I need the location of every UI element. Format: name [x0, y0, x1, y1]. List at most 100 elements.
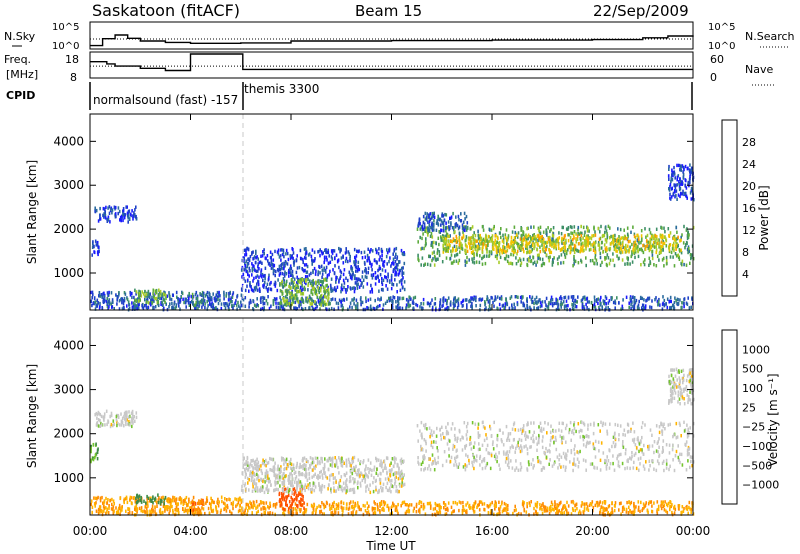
power-cell [231, 295, 234, 299]
power-cell [660, 225, 662, 230]
velocity-cell [567, 504, 570, 508]
power-cell [548, 240, 551, 244]
power-cell [232, 306, 234, 310]
power-cell [544, 250, 546, 254]
power-cell [461, 246, 463, 250]
power-cell [371, 276, 374, 280]
power-cell [392, 300, 394, 304]
power-cell [326, 289, 329, 293]
velocity-cell [188, 497, 190, 501]
power-cell [454, 248, 457, 253]
velocity-cell [539, 507, 541, 511]
velocity-cell [566, 512, 568, 516]
power-cell [482, 237, 485, 242]
velocity-cell [476, 505, 478, 509]
power-cell [236, 307, 238, 311]
power-cell [286, 262, 289, 266]
power-cell [592, 234, 595, 238]
power-cell [281, 291, 284, 296]
power-cell [386, 262, 388, 266]
nsearch-label: N.Search [745, 30, 795, 43]
power-cell [294, 293, 296, 297]
power-cell [586, 234, 588, 238]
velocity-cell [512, 511, 514, 516]
velocity-cell [313, 503, 316, 508]
power-cell [138, 294, 140, 298]
power-cell [538, 237, 541, 241]
power-cell [259, 289, 261, 293]
power-cell [577, 249, 580, 253]
power-cell [288, 270, 291, 274]
velocity-cell [613, 508, 616, 513]
power-cell [152, 291, 154, 296]
power-cell [493, 241, 496, 245]
power-cell [291, 269, 294, 274]
power-cell [600, 224, 602, 229]
power-cell [444, 247, 446, 251]
velocity-cell [627, 511, 630, 515]
power-cell [621, 307, 624, 311]
velocity-cell [523, 507, 525, 512]
velocity-cell [371, 506, 374, 510]
velocity-cell [146, 510, 149, 514]
power-cell [624, 236, 626, 241]
power-cell [510, 235, 513, 240]
velocity-cell [139, 498, 142, 503]
power-cell [551, 298, 554, 302]
power-cell [679, 163, 681, 168]
power-cell [683, 301, 685, 306]
power-cell [388, 299, 391, 303]
power-cell [504, 304, 507, 308]
velocity-cell [376, 507, 379, 511]
velocity-cell [669, 504, 671, 509]
power-cell [495, 233, 497, 238]
velocity-cell [326, 501, 328, 506]
power-cell [692, 257, 695, 261]
power-cell [182, 297, 184, 301]
power-cell [652, 240, 655, 245]
power-cell [340, 304, 343, 308]
power-cell [353, 296, 355, 301]
power-cell [198, 300, 201, 305]
power-cell [483, 254, 486, 258]
velocity-cell [175, 505, 178, 509]
power-cell [232, 291, 235, 295]
velocity-cell [356, 501, 359, 505]
power-cell [303, 287, 306, 292]
velocity-cell [118, 506, 120, 511]
power-cell [279, 282, 282, 286]
power-cell [393, 249, 395, 253]
power-cell [599, 230, 601, 234]
power-cell [397, 303, 399, 308]
velocity-cell [225, 498, 228, 502]
velocity-cell [677, 504, 680, 508]
power-cell [422, 214, 425, 219]
power-cell [471, 257, 473, 261]
power-cell [139, 290, 141, 294]
velocity-cell [347, 512, 350, 516]
power-cell [517, 245, 519, 249]
power-cell [551, 302, 554, 306]
power-cell [649, 231, 652, 235]
power-cell [644, 244, 647, 249]
power-cell [529, 235, 531, 239]
power-cell [644, 304, 647, 308]
power-cell [340, 286, 343, 290]
velocity-cell [540, 506, 542, 510]
power-cell [663, 303, 666, 307]
power-cell [356, 283, 358, 287]
velocity-cell [408, 503, 411, 507]
power-cell [307, 288, 309, 292]
power-cell [99, 305, 101, 309]
power-cell [263, 252, 265, 256]
power-cell [442, 220, 445, 225]
power-cell [673, 170, 676, 174]
power-cell [247, 247, 250, 251]
power-cell [690, 256, 692, 261]
power-cell [538, 228, 540, 232]
velocity-cell [348, 506, 351, 510]
power-cell [526, 299, 528, 304]
power-cell [635, 298, 638, 303]
power-cell [328, 302, 330, 306]
power-cell [512, 244, 515, 248]
